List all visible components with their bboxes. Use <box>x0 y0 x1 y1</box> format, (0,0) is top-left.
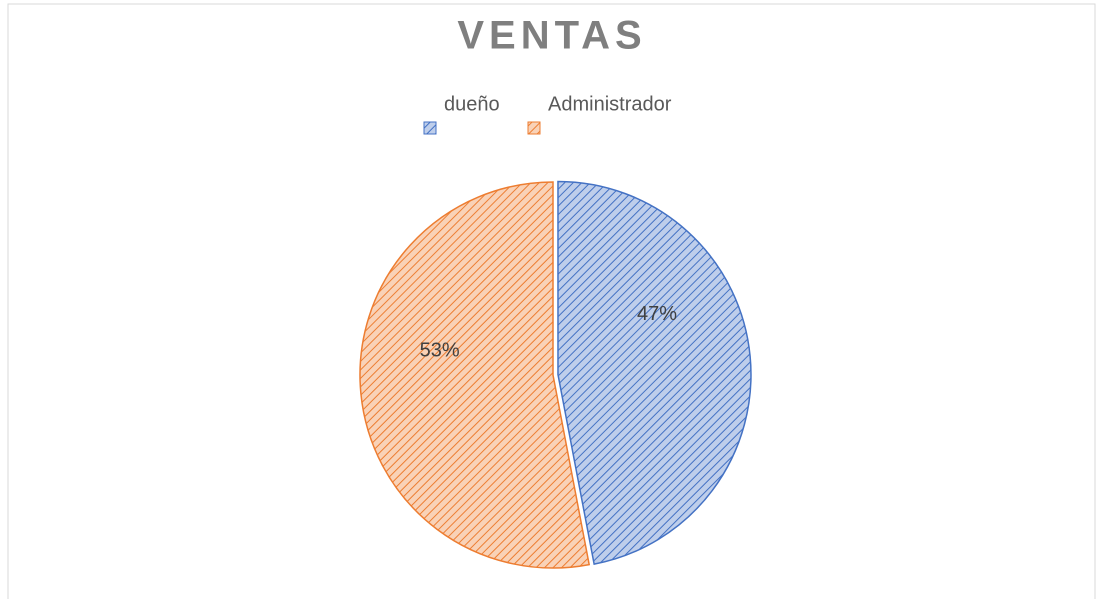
chart-title: VENTAS <box>457 14 646 58</box>
data-label: 53% <box>420 340 460 362</box>
legend-swatch <box>423 121 437 135</box>
legend-label: Administrador <box>548 93 672 115</box>
pie-slice <box>359 181 591 569</box>
pie-slice <box>557 180 752 565</box>
data-label: 47% <box>637 303 677 325</box>
legend-swatch <box>527 121 541 135</box>
legend-label: dueño <box>444 93 500 115</box>
